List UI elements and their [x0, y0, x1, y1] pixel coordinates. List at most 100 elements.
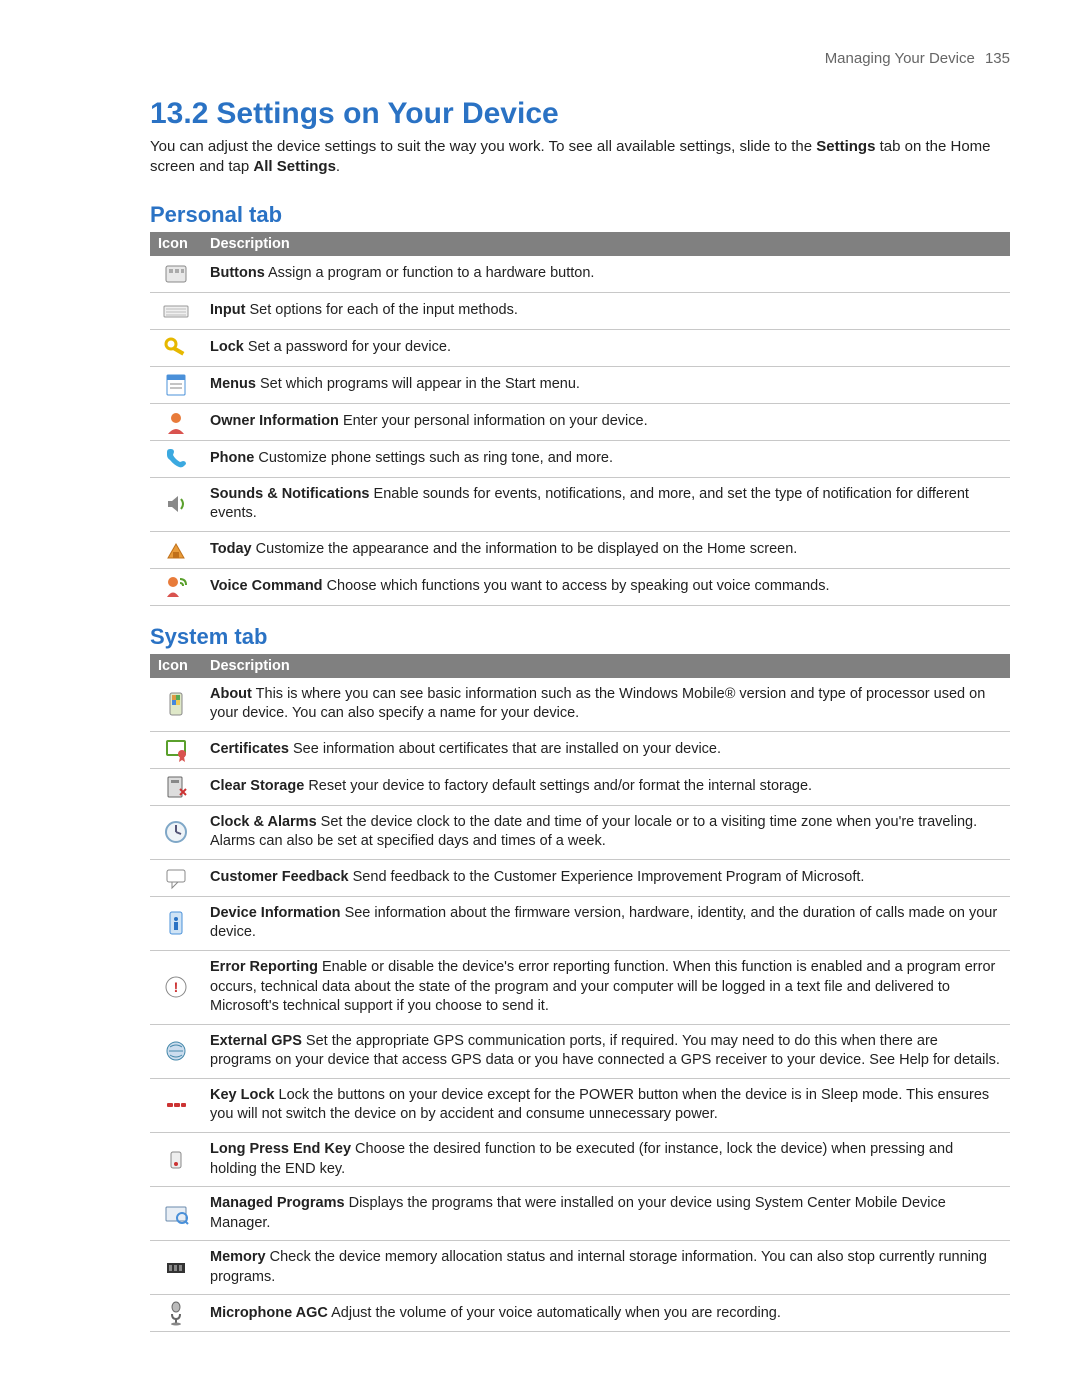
icon-cell [150, 951, 202, 1025]
icon-cell [150, 403, 202, 440]
running-title: Managing Your Device [825, 50, 975, 67]
col-icon: Icon [150, 654, 202, 678]
setting-name: Managed Programs [210, 1195, 345, 1211]
lock-icon [162, 334, 190, 362]
today-icon [162, 536, 190, 564]
table-row: Managed Programs Displays the programs t… [150, 1187, 1010, 1241]
clear-storage-icon [162, 773, 190, 801]
managed-icon [162, 1200, 190, 1228]
longpress-icon [162, 1146, 190, 1174]
description-cell: Voice Command Choose which functions you… [202, 568, 1010, 605]
intro-paragraph: You can adjust the device settings to su… [150, 137, 1010, 178]
feedback-icon [162, 864, 190, 892]
description-cell: Phone Customize phone settings such as r… [202, 440, 1010, 477]
icon-cell [150, 805, 202, 859]
description-cell: Device Information See information about… [202, 896, 1010, 950]
table-row: Menus Set which programs will appear in … [150, 366, 1010, 403]
error-icon [162, 973, 190, 1001]
setting-desc: Assign a program or function to a hardwa… [268, 265, 594, 281]
table-row: Voice Command Choose which functions you… [150, 568, 1010, 605]
setting-desc: Customize phone settings such as ring to… [258, 450, 613, 466]
icon-cell [150, 1241, 202, 1295]
page-number: 135 [985, 50, 1010, 67]
setting-name: External GPS [210, 1033, 302, 1049]
personal-table: Icon Description Buttons Assign a progra… [150, 232, 1010, 606]
description-cell: Clear Storage Reset your device to facto… [202, 768, 1010, 805]
setting-name: Microphone AGC [210, 1305, 328, 1321]
table-row: Microphone AGC Adjust the volume of your… [150, 1295, 1010, 1332]
description-cell: Microphone AGC Adjust the volume of your… [202, 1295, 1010, 1332]
sounds-icon [162, 490, 190, 518]
setting-desc: Set the device clock to the date and tim… [210, 814, 977, 850]
table-row: Phone Customize phone settings such as r… [150, 440, 1010, 477]
setting-desc: This is where you can see basic informat… [210, 686, 985, 722]
description-cell: Buttons Assign a program or function to … [202, 256, 1010, 293]
description-cell: Input Set options for each of the input … [202, 292, 1010, 329]
icon-cell [150, 366, 202, 403]
setting-name: Key Lock [210, 1087, 274, 1103]
table-row: Device Information See information about… [150, 896, 1010, 950]
setting-desc: Set which programs will appear in the St… [260, 376, 580, 392]
setting-desc: Customize the appearance and the informa… [256, 541, 798, 557]
setting-desc: Enable or disable the device's error rep… [210, 959, 995, 1014]
setting-name: About [210, 686, 252, 702]
icon-cell [150, 678, 202, 732]
setting-desc: See information about certificates that … [293, 741, 721, 757]
setting-desc: Check the device memory allocation statu… [210, 1249, 987, 1285]
description-cell: External GPS Set the appropriate GPS com… [202, 1024, 1010, 1078]
setting-name: Voice Command [210, 578, 323, 594]
table-row: Clock & Alarms Set the device clock to t… [150, 805, 1010, 859]
gps-icon [162, 1037, 190, 1065]
description-cell: Error Reporting Enable or disable the de… [202, 951, 1010, 1025]
icon-cell [150, 1132, 202, 1186]
icon-cell [150, 768, 202, 805]
table-row: Error Reporting Enable or disable the de… [150, 951, 1010, 1025]
running-header: Managing Your Device 135 [70, 50, 1010, 67]
system-tab-title: System tab [150, 624, 1010, 650]
table-row: Memory Check the device memory allocatio… [150, 1241, 1010, 1295]
setting-name: Customer Feedback [210, 869, 349, 885]
setting-name: Certificates [210, 741, 289, 757]
setting-desc: Lock the buttons on your device except f… [210, 1087, 989, 1123]
table-row: Long Press End Key Choose the desired fu… [150, 1132, 1010, 1186]
description-cell: Certificates See information about certi… [202, 731, 1010, 768]
voice-icon [162, 573, 190, 601]
icon-cell [150, 440, 202, 477]
system-table: Icon Description About This is where you… [150, 654, 1010, 1333]
icon-cell [150, 859, 202, 896]
description-cell: Owner Information Enter your personal in… [202, 403, 1010, 440]
description-cell: Managed Programs Displays the programs t… [202, 1187, 1010, 1241]
table-row: Input Set options for each of the input … [150, 292, 1010, 329]
description-cell: Sounds & Notifications Enable sounds for… [202, 477, 1010, 531]
clock-icon [162, 818, 190, 846]
table-row: Sounds & Notifications Enable sounds for… [150, 477, 1010, 531]
description-cell: Key Lock Lock the buttons on your device… [202, 1078, 1010, 1132]
table-row: External GPS Set the appropriate GPS com… [150, 1024, 1010, 1078]
memory-icon [162, 1254, 190, 1282]
table-row: About This is where you can see basic in… [150, 678, 1010, 732]
setting-name: Lock [210, 339, 244, 355]
device-info-icon [162, 909, 190, 937]
icon-cell [150, 1295, 202, 1332]
menus-icon [162, 371, 190, 399]
description-cell: Lock Set a password for your device. [202, 329, 1010, 366]
description-cell: Menus Set which programs will appear in … [202, 366, 1010, 403]
setting-name: Menus [210, 376, 256, 392]
icon-cell [150, 1024, 202, 1078]
icon-cell [150, 531, 202, 568]
icon-cell [150, 256, 202, 293]
setting-name: Today [210, 541, 252, 557]
section-heading: 13.2 Settings on Your Device [150, 97, 1010, 131]
phone-icon [162, 445, 190, 473]
description-cell: Customer Feedback Send feedback to the C… [202, 859, 1010, 896]
personal-tab-title: Personal tab [150, 202, 1010, 228]
keylock-icon [162, 1091, 190, 1119]
description-cell: About This is where you can see basic in… [202, 678, 1010, 732]
icon-cell [150, 731, 202, 768]
description-cell: Memory Check the device memory allocatio… [202, 1241, 1010, 1295]
setting-desc: Adjust the volume of your voice automati… [331, 1305, 781, 1321]
setting-name: Sounds & Notifications [210, 486, 370, 502]
table-row: Certificates See information about certi… [150, 731, 1010, 768]
setting-desc: Enter your personal information on your … [343, 413, 648, 429]
setting-name: Device Information [210, 905, 341, 921]
